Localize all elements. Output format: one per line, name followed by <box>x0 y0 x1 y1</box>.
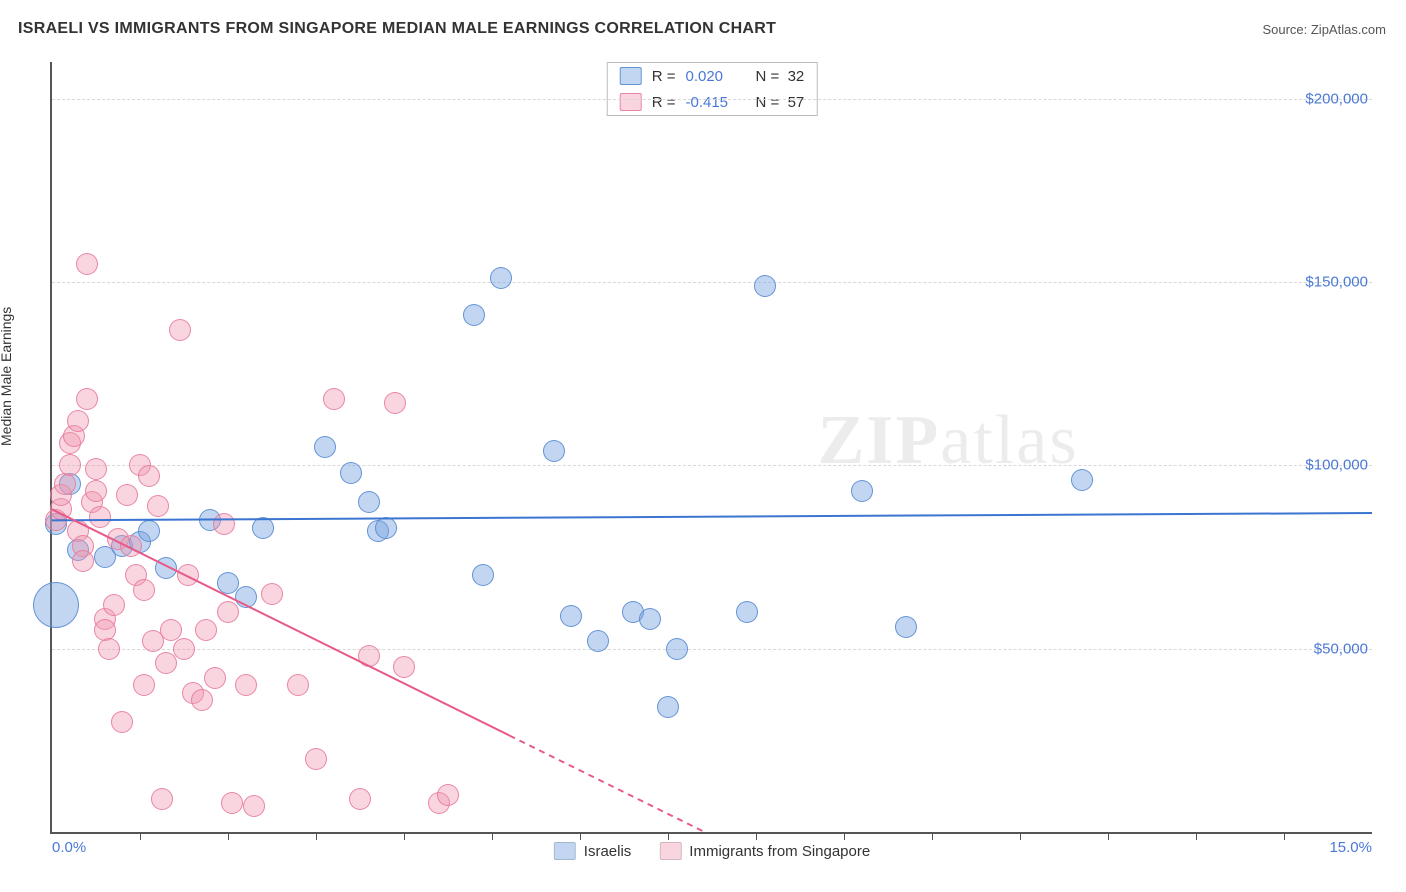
data-point-singapore <box>437 784 459 806</box>
data-point-singapore <box>138 465 160 487</box>
data-point-israelis <box>560 605 582 627</box>
data-point-israelis <box>895 616 917 638</box>
data-point-singapore <box>191 689 213 711</box>
series-legend-item: Immigrants from Singapore <box>659 842 870 860</box>
data-point-israelis <box>155 557 177 579</box>
data-point-israelis <box>472 564 494 586</box>
series-legend-item: Israelis <box>554 842 632 860</box>
y-tick-label: $150,000 <box>1305 274 1368 291</box>
data-point-israelis <box>340 462 362 484</box>
corr-legend-row: R = -0.415N = 57 <box>608 89 817 115</box>
data-point-singapore <box>76 253 98 275</box>
data-point-singapore <box>358 645 380 667</box>
data-point-israelis <box>666 638 688 660</box>
data-point-israelis <box>375 517 397 539</box>
data-point-israelis <box>657 696 679 718</box>
x-tick-label: 0.0% <box>52 839 86 856</box>
data-point-singapore <box>177 564 199 586</box>
y-tick-label: $100,000 <box>1305 457 1368 474</box>
data-point-singapore <box>287 674 309 696</box>
data-point-singapore <box>133 579 155 601</box>
data-point-singapore <box>59 454 81 476</box>
data-point-israelis <box>138 520 160 542</box>
y-tick-label: $50,000 <box>1314 640 1368 657</box>
data-point-singapore <box>305 748 327 770</box>
data-point-singapore <box>89 506 111 528</box>
source-label: Source: ZipAtlas.com <box>1262 22 1386 37</box>
data-point-israelis <box>314 436 336 458</box>
data-point-singapore <box>76 388 98 410</box>
data-point-singapore <box>261 583 283 605</box>
data-point-singapore <box>103 594 125 616</box>
data-point-singapore <box>54 473 76 495</box>
data-point-israelis <box>252 517 274 539</box>
chart-plot-area: ZIPatlas R = 0.020N = 32R = -0.415N = 57… <box>50 62 1372 834</box>
data-point-singapore <box>195 619 217 641</box>
data-point-singapore <box>116 484 138 506</box>
data-point-israelis <box>543 440 565 462</box>
data-point-israelis <box>587 630 609 652</box>
data-point-singapore <box>384 392 406 414</box>
data-point-singapore <box>147 495 169 517</box>
data-point-israelis <box>33 582 79 628</box>
data-point-singapore <box>133 674 155 696</box>
data-point-singapore <box>155 652 177 674</box>
data-point-singapore <box>120 535 142 557</box>
data-point-israelis <box>851 480 873 502</box>
data-point-singapore <box>67 410 89 432</box>
data-point-singapore <box>235 674 257 696</box>
data-point-israelis <box>358 491 380 513</box>
x-tick-label: 15.0% <box>1329 839 1372 856</box>
data-point-singapore <box>217 601 239 623</box>
data-point-singapore <box>243 795 265 817</box>
data-point-singapore <box>323 388 345 410</box>
data-point-singapore <box>204 667 226 689</box>
data-point-singapore <box>221 792 243 814</box>
data-point-israelis <box>463 304 485 326</box>
data-point-singapore <box>169 319 191 341</box>
data-point-singapore <box>72 550 94 572</box>
y-tick-label: $200,000 <box>1305 90 1368 107</box>
data-point-singapore <box>111 711 133 733</box>
data-point-israelis <box>490 267 512 289</box>
data-point-israelis <box>736 601 758 623</box>
data-point-israelis <box>1071 469 1093 491</box>
data-point-singapore <box>393 656 415 678</box>
data-point-singapore <box>349 788 371 810</box>
corr-legend-row: R = 0.020N = 32 <box>608 63 817 89</box>
data-point-israelis <box>235 586 257 608</box>
data-point-singapore <box>173 638 195 660</box>
data-point-singapore <box>85 480 107 502</box>
correlation-legend: R = 0.020N = 32R = -0.415N = 57 <box>607 62 818 116</box>
data-point-israelis <box>754 275 776 297</box>
data-point-singapore <box>213 513 235 535</box>
data-point-israelis <box>639 608 661 630</box>
series-legend: Israelis Immigrants from Singapore <box>554 842 870 860</box>
y-axis-label: Median Male Earnings <box>0 307 14 446</box>
data-point-singapore <box>85 458 107 480</box>
data-point-singapore <box>151 788 173 810</box>
watermark: ZIPatlas <box>818 401 1079 481</box>
chart-title: ISRAELI VS IMMIGRANTS FROM SINGAPORE MED… <box>18 20 776 38</box>
data-point-singapore <box>98 638 120 660</box>
